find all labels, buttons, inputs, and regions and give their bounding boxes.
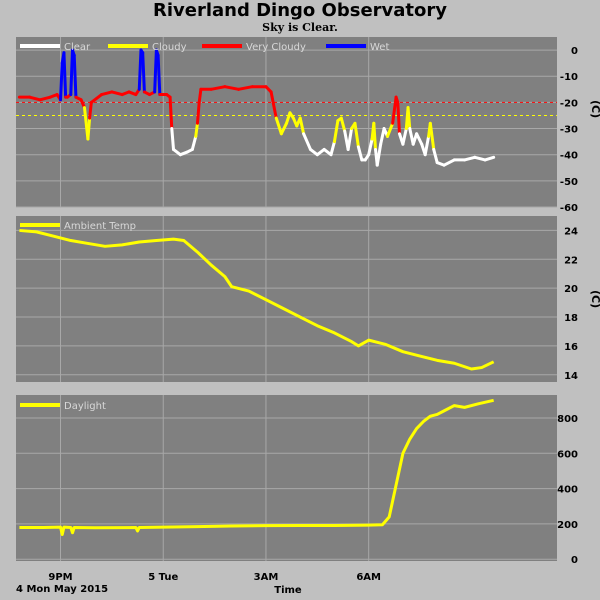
y-tick-label: 200 xyxy=(557,520,578,531)
sky-temp-segment xyxy=(473,155,487,162)
sky-temp-segment xyxy=(38,95,52,102)
sky-temp-segment xyxy=(428,121,436,151)
sky-temp-segment xyxy=(298,116,306,136)
sky-temp-segment xyxy=(237,85,254,91)
sky-temp-segment xyxy=(367,137,374,157)
y-tick-label: 0 xyxy=(571,46,578,57)
y-tick-label: 16 xyxy=(564,342,578,353)
sky-temp-segment xyxy=(442,158,456,167)
sky-temp-segment xyxy=(156,53,162,97)
y-tick-label: 20 xyxy=(564,284,578,295)
y-tick-label: -50 xyxy=(560,177,578,188)
y-tick-label: -10 xyxy=(560,72,578,83)
sky-temp-segment xyxy=(89,93,104,104)
grid-3: 800 600 400 200 0 xyxy=(16,395,578,566)
sky-temp-segment xyxy=(137,48,143,91)
sky-temp-segment xyxy=(375,142,383,167)
sky-temp-segment xyxy=(28,95,42,102)
daylight-line xyxy=(19,398,494,537)
sky-temp-segment xyxy=(463,155,477,162)
legend-very-cloudy-label: Very Cloudy xyxy=(246,42,306,53)
x-tick-label: 5 Tue xyxy=(148,572,178,583)
sky-temp-segment xyxy=(302,132,312,151)
sky-temp-segment xyxy=(406,106,412,131)
sky-temp-segment xyxy=(353,121,360,149)
sky-temp-segment xyxy=(62,51,68,99)
ambient-temp-line xyxy=(19,228,495,371)
sky-temp-segment xyxy=(483,155,496,162)
sky-temp-segment xyxy=(401,127,408,146)
sky-temp-segment xyxy=(386,121,395,138)
y-tick-label: -30 xyxy=(560,125,578,136)
sky-temp-segment xyxy=(110,90,124,97)
sky-temp-segment xyxy=(423,134,431,157)
sky-temp-segment xyxy=(391,95,398,125)
x-tick-label: 3AM xyxy=(254,572,279,583)
plot-panel-3 xyxy=(16,395,557,561)
x-tick-label: 9PM xyxy=(48,572,72,583)
sky-temp-segment xyxy=(72,53,78,99)
sky-temp-segment xyxy=(69,48,74,97)
sky-temp-segment xyxy=(415,132,424,146)
y-tick-label: 600 xyxy=(557,449,578,460)
sky-temp-segment xyxy=(329,140,336,157)
legend-daylight-label: Daylight xyxy=(64,401,106,412)
sky-temp-segment xyxy=(379,127,386,146)
legend-ambient-temp-label: Ambient Temp xyxy=(64,221,136,232)
sky-temp-segment xyxy=(190,134,198,151)
sky-temp-segment xyxy=(372,121,378,151)
y-tick-label: 14 xyxy=(564,371,578,382)
sky-temp-segment xyxy=(153,48,158,94)
x-axis-label: Time xyxy=(274,585,302,596)
y-tick-label: -60 xyxy=(560,203,578,214)
sky-temp-segment xyxy=(332,119,340,144)
sky-temp-segment xyxy=(346,127,354,151)
sky-temp-segment xyxy=(194,121,199,138)
sky-temp-segment xyxy=(356,145,364,162)
sky-temp-segment xyxy=(86,116,92,141)
legend-cloudy-label: Cloudy xyxy=(152,42,187,53)
legend-wet-label: Wet xyxy=(370,42,389,53)
y-tick-label: 22 xyxy=(564,255,578,266)
y-axis-unit: (C) xyxy=(589,290,600,308)
chart-subtitle: Sky is Clear. xyxy=(262,21,338,34)
sky-temp-segment xyxy=(339,116,347,133)
y-tick-label: 24 xyxy=(564,226,578,237)
sky-temp-segment xyxy=(279,121,288,136)
y-tick-label: -20 xyxy=(560,98,578,109)
sky-temp-segment xyxy=(274,116,283,136)
legend-clear-label: Clear xyxy=(64,42,91,53)
sky-temp-segment xyxy=(269,90,278,120)
y-tick-label: 0 xyxy=(571,555,578,566)
sky-temp-segment xyxy=(197,87,203,104)
date-label: 4 Mon May 2015 xyxy=(16,584,108,595)
sky-temp-segment xyxy=(59,61,64,102)
y-axis-unit: (C) xyxy=(589,100,600,118)
y-tick-label: 18 xyxy=(564,313,578,324)
sky-temp-segment xyxy=(168,95,174,131)
sky-temp-segment xyxy=(209,85,227,91)
sky-temp-segment xyxy=(141,51,146,94)
sky-temp-segment xyxy=(170,127,176,151)
x-tick-label: 6AM xyxy=(356,572,381,583)
sky-temp-segment xyxy=(100,90,114,97)
sky-temp-segment xyxy=(195,100,201,125)
y-tick-label: -40 xyxy=(560,151,578,162)
chart-title: Riverland Dingo Observatory xyxy=(152,0,448,21)
y-tick-label: 800 xyxy=(557,414,578,425)
sky-temp-segment xyxy=(223,85,241,91)
plot-panel-2 xyxy=(16,216,557,382)
sky-temp-segment xyxy=(88,100,93,120)
y-tick-label: 400 xyxy=(557,485,578,496)
sky-temp-segment xyxy=(432,147,439,165)
sky-temp-segment xyxy=(396,100,401,136)
